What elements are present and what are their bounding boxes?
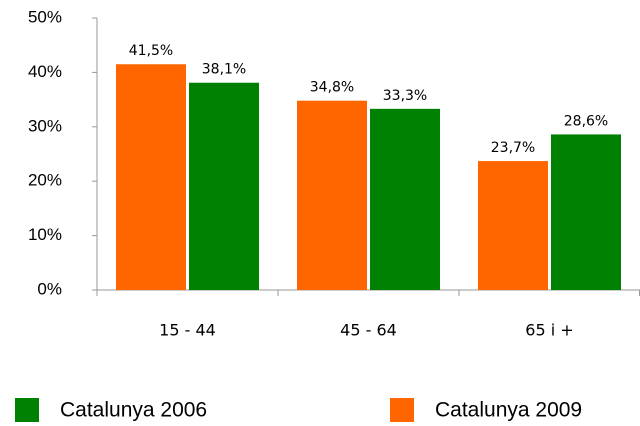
legend-label: Catalunya 2009: [435, 399, 582, 422]
bar: [551, 134, 621, 290]
legend-swatch: [15, 398, 39, 422]
y-tick-label: 0%: [37, 279, 62, 298]
y-tick-label: 40%: [28, 62, 62, 81]
bar: [370, 108, 440, 291]
y-tick-label: 50%: [28, 7, 62, 26]
y-tick-label: 30%: [28, 116, 62, 135]
value-label: 23,7%: [491, 140, 535, 156]
x-tick-label: 45 - 64: [340, 321, 397, 340]
bar: [478, 161, 548, 290]
value-label: 33,3%: [383, 88, 427, 104]
x-tick-label: 15 - 44: [159, 321, 216, 340]
legend-swatch: [390, 398, 414, 422]
bar: [297, 100, 367, 290]
bar: [116, 64, 186, 291]
y-tick-label: 20%: [28, 171, 62, 190]
value-label: 41,5%: [129, 43, 173, 59]
legend-label: Catalunya 2006: [60, 399, 207, 422]
x-tick-label: 65 i +: [525, 321, 573, 340]
value-label: 34,8%: [310, 80, 354, 96]
value-label: 38,1%: [202, 62, 246, 78]
y-tick-label: 10%: [28, 225, 62, 244]
value-label: 28,6%: [564, 113, 608, 129]
bar: [189, 82, 259, 291]
